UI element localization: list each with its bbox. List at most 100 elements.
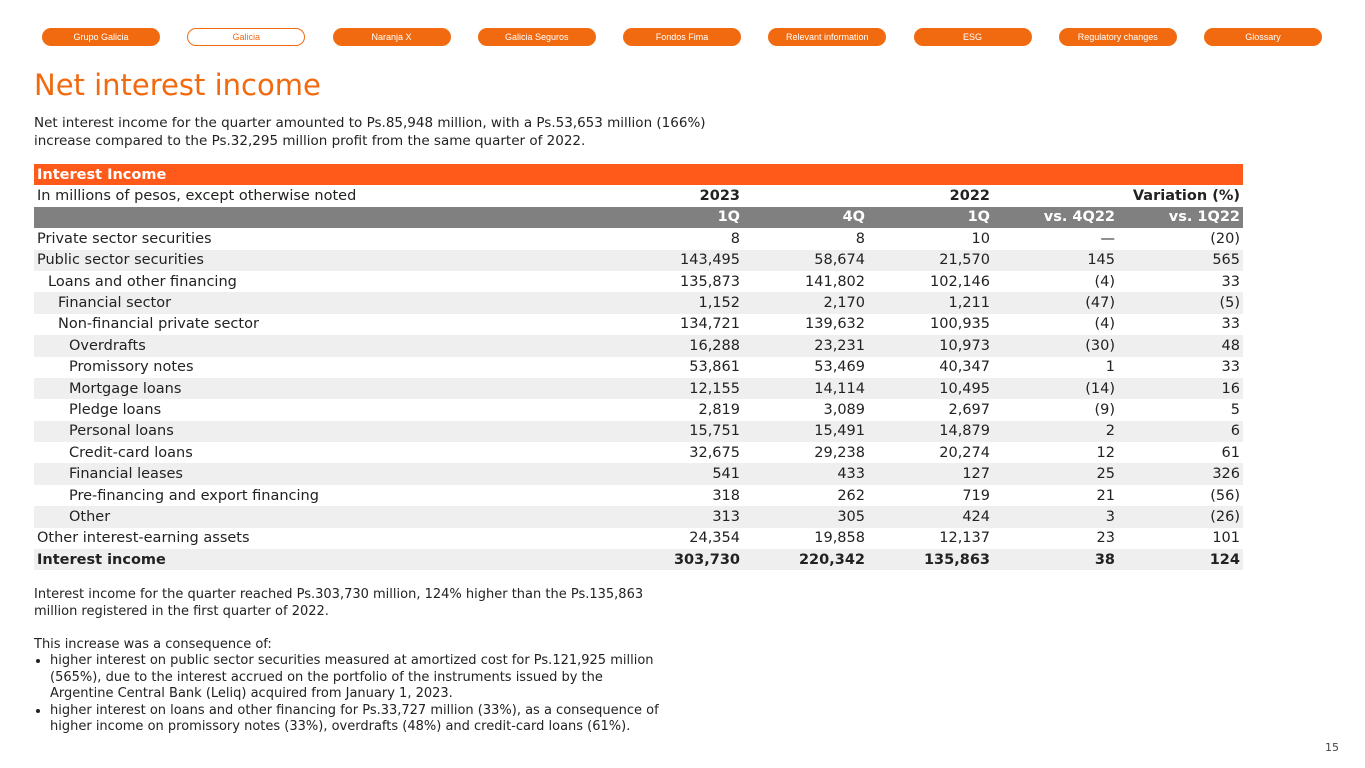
cell-value: (47) xyxy=(993,292,1118,314)
cell-value: 326 xyxy=(1118,463,1243,485)
row-label: Pledge loans xyxy=(69,401,162,418)
row-label: Promissory notes xyxy=(69,359,194,376)
row-label: Personal loans xyxy=(34,420,618,443)
table-row: Pledge loans 2,819 3,089 2,697 (9) 5 xyxy=(34,399,1243,420)
cell-value: 102,146 xyxy=(930,273,990,290)
table-row: Credit-card loans 32,675 29,238 20,274 12 61 xyxy=(34,442,1243,463)
nav-tab-galicia-seguros[interactable]: Galicia Seguros xyxy=(477,28,596,46)
cell-value: (4) xyxy=(1094,316,1115,333)
cell-value: 16 xyxy=(1118,377,1243,400)
cell-value: 433 xyxy=(743,463,868,485)
cell-value: 135,873 xyxy=(680,273,740,290)
cell-value: 3,089 xyxy=(823,401,865,418)
nav-tab-galicia[interactable]: Galicia xyxy=(187,28,306,46)
cell-value: 139,632 xyxy=(805,316,865,333)
bullet-item: higher interest on loans and other finan… xyxy=(50,703,664,736)
cell-value: 24,354 xyxy=(689,530,740,547)
row-label: Private sector securities xyxy=(37,230,212,247)
cell-value: 12 xyxy=(1096,444,1115,461)
table-row: Promissory notes 53,861 53,469 40,347 1 33 xyxy=(34,357,1243,378)
cell-value: 2,697 xyxy=(948,401,990,418)
bullet-list: higher interest on public sector securit… xyxy=(50,653,664,736)
cell-value: 1,152 xyxy=(618,292,743,314)
cell-value: 19,858 xyxy=(814,530,865,547)
cell-value: 303,730 xyxy=(618,549,743,571)
cell-value: 10,973 xyxy=(868,335,993,357)
cell-value: 134,721 xyxy=(680,316,740,333)
cell-value: (5) xyxy=(1118,292,1243,314)
cell-value: 38 xyxy=(993,549,1118,571)
table-row: Mortgage loans 12,155 14,114 10,495 (14) 16 xyxy=(34,377,1243,400)
cell-value: 15,491 xyxy=(743,420,868,443)
nav-tab-fondos-fima[interactable]: Fondos Fima xyxy=(623,28,741,46)
lead-text: This increase was a consequence of: xyxy=(34,636,272,652)
table-row: Personal loans 15,751 15,491 14,879 2 6 xyxy=(34,420,1243,443)
cell-value: 12,155 xyxy=(618,377,743,400)
year-2022: 2022 xyxy=(949,188,990,205)
cell-value: (9) xyxy=(1094,401,1115,418)
cell-value: 20,274 xyxy=(939,444,990,461)
unit-note: In millions of pesos, except otherwise n… xyxy=(37,188,357,205)
cell-value: 2 xyxy=(993,420,1118,443)
row-label: Overdrafts xyxy=(34,335,618,357)
cell-value: 262 xyxy=(837,487,865,504)
cell-value: 220,342 xyxy=(743,549,868,571)
cell-value: 12,137 xyxy=(939,530,990,547)
year-2023: 2023 xyxy=(699,188,740,205)
cell-value: 541 xyxy=(618,463,743,485)
cell-value: 25 xyxy=(993,463,1118,485)
intro-text: Net interest income for the quarter amou… xyxy=(34,115,706,149)
nav-tab-esg[interactable]: ESG xyxy=(913,28,1032,46)
table-title: Interest Income xyxy=(34,164,1243,186)
cell-value: 141,802 xyxy=(805,273,865,290)
table-row: Interest income 303,730 220,342 135,863 38 12… xyxy=(34,549,1243,571)
cell-value: 40,347 xyxy=(939,359,990,376)
nav-tab-grupo-galicia[interactable]: Grupo Galicia xyxy=(42,28,160,46)
cell-value: (14) xyxy=(993,377,1118,400)
cell-value: 145 xyxy=(993,249,1118,271)
nav-tab-glossary[interactable]: Glossary xyxy=(1204,28,1322,46)
col-header: 1Q xyxy=(618,206,743,229)
cell-value: 143,495 xyxy=(618,249,743,271)
page-title: Net interest income xyxy=(34,68,321,102)
table-row: Non-financial private sector 134,721 139,6… xyxy=(34,314,1243,335)
cell-value: — xyxy=(1100,230,1116,247)
row-label: Public sector securities xyxy=(34,249,618,271)
cell-value: 33 xyxy=(1221,273,1240,290)
cell-value: 6 xyxy=(1118,420,1243,443)
nav-tab-naranja-x[interactable]: Naranja X xyxy=(332,28,451,46)
cell-value: 100,935 xyxy=(930,316,990,333)
nav-tab-regulatory-changes[interactable]: Regulatory changes xyxy=(1058,28,1177,46)
row-label: Credit-card loans xyxy=(69,444,193,461)
cell-value: 3 xyxy=(993,506,1118,528)
cell-value: 8 xyxy=(730,230,740,247)
row-label: Non-financial private sector xyxy=(58,316,259,333)
row-label: Loans and other financing xyxy=(48,273,237,290)
cell-value: 305 xyxy=(743,506,868,528)
row-label: Other xyxy=(34,506,618,528)
cell-value: 2,819 xyxy=(698,401,740,418)
bullet-item: higher interest on public sector securit… xyxy=(50,653,664,703)
cell-value: 53,861 xyxy=(689,359,740,376)
col-header: 4Q xyxy=(743,206,868,229)
cell-value: 33 xyxy=(1221,316,1240,333)
cell-value: (4) xyxy=(1094,273,1115,290)
cell-value: 61 xyxy=(1221,444,1240,461)
cell-value: 127 xyxy=(868,463,993,485)
interest-income-table: Interest Income In millions of pesos, ex… xyxy=(34,164,1243,571)
row-label: Interest income xyxy=(34,549,618,571)
cell-value: 14,114 xyxy=(743,377,868,400)
cell-value: 124 xyxy=(1118,549,1243,571)
nav-tab-relevant-information[interactable]: Relevant information xyxy=(768,28,887,46)
cell-value: (56) xyxy=(1210,487,1240,504)
cell-value: 29,238 xyxy=(814,444,865,461)
table-row: Overdrafts 16,288 23,231 10,973 (30) 48 xyxy=(34,335,1243,357)
table-row: Loans and other financing 135,873 141,802 1… xyxy=(34,271,1243,292)
cell-value: 8 xyxy=(855,230,865,247)
cell-value: 16,288 xyxy=(618,335,743,357)
row-label: Financial leases xyxy=(34,463,618,485)
cell-value: 15,751 xyxy=(618,420,743,443)
cell-value: 53,469 xyxy=(814,359,865,376)
col-header: vs. 4Q22 xyxy=(993,206,1118,229)
row-label: Other interest-earning assets xyxy=(37,530,250,547)
